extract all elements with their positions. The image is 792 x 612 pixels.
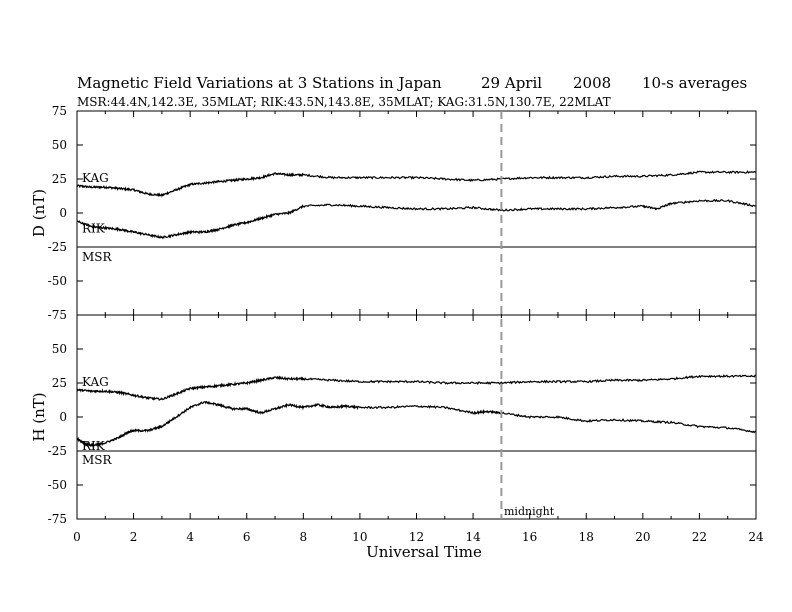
y-tick-label: 25 — [52, 376, 67, 390]
x-tick-label: 4 — [186, 530, 194, 544]
x-tick-label: 8 — [300, 530, 308, 544]
x-axis: 0 2 4 6 8 10 12 14 16 18 20 22 24 — [73, 530, 764, 544]
x-tick-label: 6 — [243, 530, 251, 544]
y-tick-label: -25 — [48, 444, 67, 458]
d-y-axis: 75 50 25 0 -25 -50 -75 — [48, 104, 757, 322]
y-tick-label: -75 — [48, 512, 67, 526]
d-panel-frame — [76, 110, 757, 316]
chart-date-year: 2008 — [573, 74, 611, 92]
y-tick-label: 25 — [52, 172, 67, 186]
x-tick-label: 24 — [748, 530, 764, 544]
series-line-kag — [76, 170, 757, 198]
x-tick-label: 18 — [579, 530, 594, 544]
y-tick-label: 0 — [59, 410, 67, 424]
station-label-msr: MSR — [82, 250, 113, 264]
h-panel-frame — [76, 314, 757, 520]
series-line-rik — [76, 400, 757, 449]
chart-date-day: 29 April — [481, 74, 542, 92]
d-series: KAG RIK MSR — [76, 170, 757, 264]
y-tick-label: 0 — [59, 206, 67, 220]
y-tick-label: -50 — [48, 478, 67, 492]
x-tick-label: 20 — [635, 530, 650, 544]
y-tick-label: -75 — [48, 308, 67, 322]
x-axis-label: Universal Time — [366, 543, 482, 561]
series-line-rik — [76, 198, 757, 240]
x-tick-label: 14 — [465, 530, 481, 544]
d-panel: 75 50 25 0 -25 -50 -75 KAG RIK MSR D (nT) — [30, 104, 757, 322]
x-tick-label: 0 — [73, 530, 81, 544]
x-tick-label: 2 — [130, 530, 138, 544]
h-y-axis: 50 25 0 -25 -50 -75 — [48, 314, 757, 526]
y-tick-label: 50 — [52, 138, 67, 152]
chart-title: Magnetic Field Variations at 3 Stations … — [77, 74, 442, 92]
y-tick-label: 50 — [52, 342, 67, 356]
y-tick-label: -50 — [48, 274, 67, 288]
chart-subtitle: MSR:44.4N,142.3E, 35MLAT; RIK:43.5N,143.… — [77, 95, 611, 109]
chart-averaging: 10-s averages — [642, 74, 747, 92]
station-label-kag: KAG — [82, 171, 109, 185]
series-line-kag — [76, 374, 757, 401]
h-axis-label: H (nT) — [30, 392, 48, 441]
x-tick-label: 22 — [692, 530, 707, 544]
midnight-annotation: midnight — [504, 505, 555, 518]
station-label-kag: KAG — [82, 375, 109, 389]
station-label-msr: MSR — [82, 453, 113, 467]
x-tick-label: 12 — [409, 530, 424, 544]
x-tick-label: 10 — [352, 530, 367, 544]
y-tick-label: 75 — [52, 104, 67, 118]
station-label-rik: RIK — [82, 439, 106, 453]
x-tick-label: 16 — [522, 530, 537, 544]
station-label-rik: RIK — [82, 222, 106, 236]
y-tick-label: -25 — [48, 240, 67, 254]
d-axis-label: D (nT) — [30, 189, 48, 237]
